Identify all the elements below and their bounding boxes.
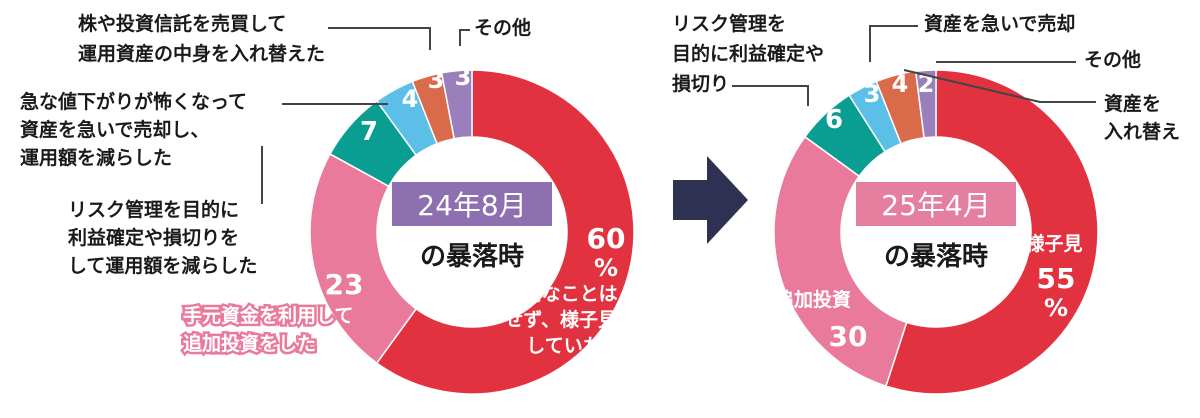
- category-text-risk: リスク管理を 目的に利益確定や 損切り: [672, 12, 831, 95]
- center-title-box: [392, 182, 552, 226]
- slice-wait-55: [884, 69, 1099, 395]
- unit-label-wait: %: [1044, 294, 1068, 322]
- value-label-other: 3: [455, 63, 472, 91]
- category-text-sell: 資産を急いで売却: [924, 12, 1075, 35]
- value-label-risk: 7: [360, 117, 378, 147]
- center-title-box: [856, 182, 1016, 226]
- value-label-risk: 6: [825, 105, 843, 135]
- category-text-swap: 株や投資信託を売買して 運用資産の中身を入れ替えた: [78, 12, 325, 65]
- category-text-other: その他: [474, 16, 531, 39]
- leader-lines-chart1: [261, 27, 470, 204]
- transition-arrow-icon: [673, 156, 748, 244]
- slice-other-2: [914, 69, 937, 139]
- category-text-add: 手元資金を利用して 追加投資をした: [183, 304, 360, 355]
- leader-lines-chart2: [732, 25, 1096, 106]
- leader-line-swap: [328, 27, 431, 50]
- leader-line-sell: [869, 25, 918, 62]
- unit-label-wait: %: [594, 254, 618, 282]
- value-label-swap: 3: [428, 66, 445, 94]
- value-label-add: 23: [325, 268, 364, 301]
- value-label-wait: 60: [587, 222, 626, 255]
- category-text-other: その他: [1084, 48, 1141, 71]
- slice-add-30: [773, 135, 908, 388]
- donut-chart-2025-apr: 25年4月 の暴落時 様子見 55 % 追加投資 30 6 3 4 2 リスク管…: [672, 12, 1180, 395]
- value-label-swap: 4: [892, 70, 909, 98]
- value-label-sell: 3: [864, 80, 881, 108]
- category-text-add: 追加投資: [775, 288, 851, 311]
- leader-line-risk: [732, 85, 809, 106]
- slice-wait-60: [375, 69, 635, 395]
- value-label-wait: 55: [1037, 262, 1076, 295]
- category-text-wait: 様子見: [1025, 232, 1082, 255]
- value-label-sell: 4: [402, 85, 419, 113]
- center-title: 24年8月: [417, 189, 526, 222]
- slice-add-23: [309, 152, 418, 365]
- leader-line-other: [459, 29, 470, 46]
- category-text-risk: リスク管理を目的に 利益確定や損切りを して運用額を減らした: [68, 198, 257, 277]
- center-subtitle: の暴落時: [420, 242, 524, 272]
- leader-line-swap: [903, 69, 1096, 103]
- category-text-sell: 急な値下がりが怖くなって 資産を急いで売却し、 運用額を減らした: [20, 90, 254, 169]
- slice-other-3: [440, 69, 473, 140]
- category-text-wait: 特別なことは せず、様子見 していた: [504, 283, 625, 357]
- category-text-swap: 資産を 入れ替え: [1104, 92, 1180, 143]
- value-label-add: 30: [829, 320, 868, 353]
- donut-chart-2024-aug: 24年8月 の暴落時 60 % 23 7 4 3 3 特別なことは せず、様子見…: [20, 12, 635, 395]
- center-title: 25年4月: [881, 189, 990, 222]
- center-subtitle: の暴落時: [884, 242, 988, 272]
